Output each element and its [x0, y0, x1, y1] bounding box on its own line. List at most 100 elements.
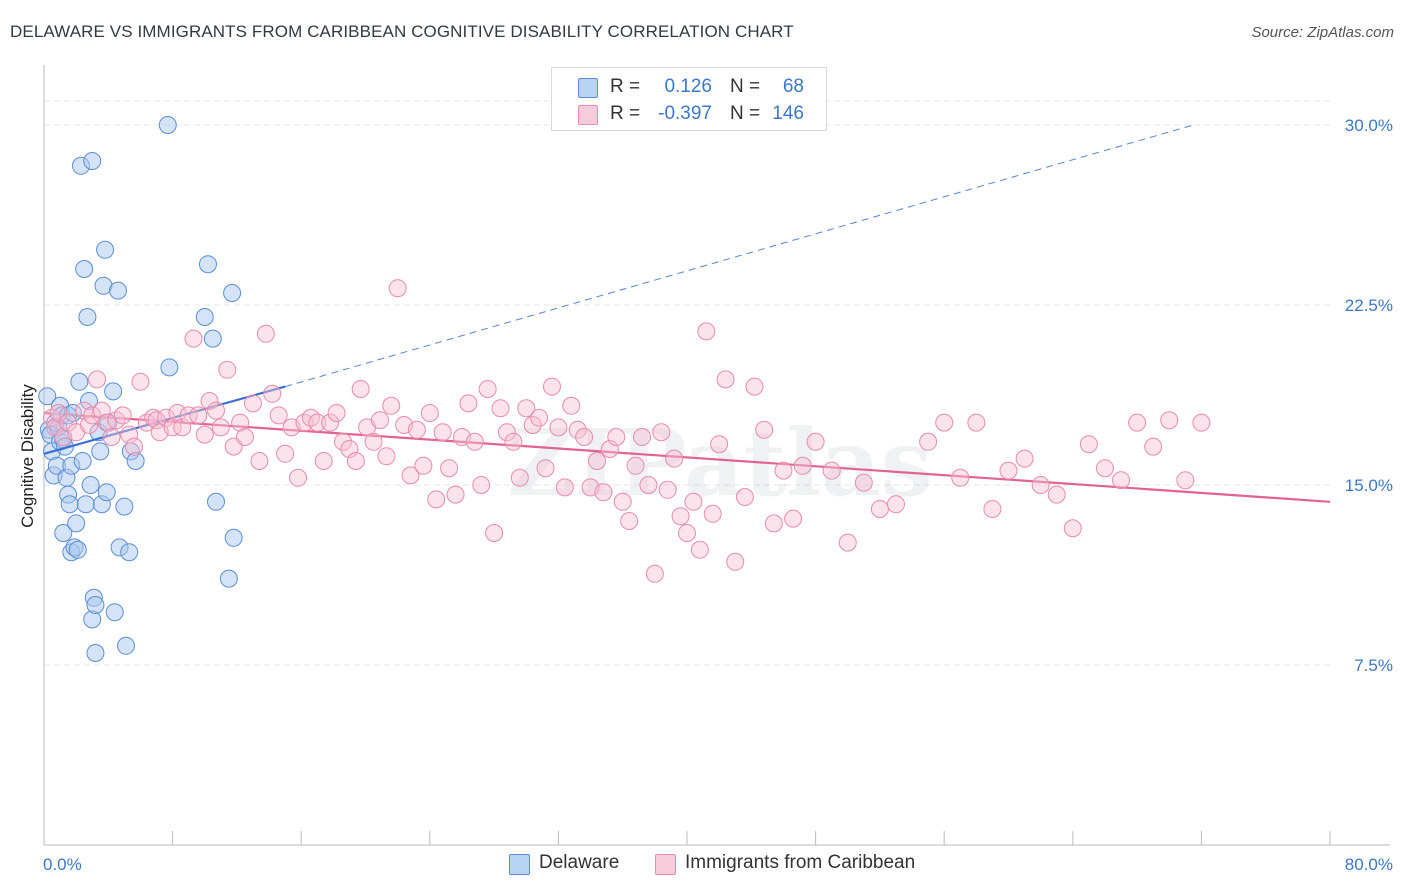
caribbean-point — [401, 466, 420, 485]
caribbean-point — [1192, 413, 1211, 432]
delaware-point — [86, 644, 105, 662]
y-axis-label: Cognitive Disability — [18, 384, 37, 528]
legend-label: Immigrants from Caribbean — [685, 852, 916, 873]
delaware-point — [63, 404, 82, 422]
caribbean-point — [1128, 413, 1147, 432]
caribbean-point — [562, 396, 581, 415]
caribbean-point — [382, 396, 401, 415]
delaware-point — [96, 240, 115, 259]
caribbean-point — [639, 476, 658, 494]
caribbean-point — [102, 428, 121, 446]
caribbean-point — [250, 452, 269, 470]
caribbean-point — [125, 437, 144, 456]
caribbean-point — [983, 500, 1002, 518]
delaware-point — [126, 452, 145, 470]
caribbean-point — [308, 413, 327, 432]
caribbean-point — [645, 564, 664, 583]
delaware-point — [198, 255, 217, 274]
caribbean-point — [184, 329, 203, 348]
caribbean-point — [407, 420, 426, 439]
caribbean-point — [1063, 519, 1082, 538]
caribbean-point — [168, 404, 187, 422]
y-tick-labels: 7.5% 15.0% 22.5% 30.0% — [1345, 116, 1393, 675]
caribbean-point — [491, 399, 510, 418]
caribbean-point — [886, 495, 905, 514]
caribbean-point — [726, 552, 745, 571]
legend-row-delaware: R = 0.126 N = 68 — [552, 74, 826, 100]
caribbean-point — [459, 394, 478, 413]
caribbean-point — [88, 370, 107, 389]
caribbean-point — [92, 401, 111, 420]
caribbean-point — [652, 423, 671, 442]
delaware-point — [38, 387, 57, 406]
caribbean-point — [784, 509, 803, 528]
legend-label: Delaware — [539, 852, 620, 873]
x-tick-label: 0.0% — [43, 855, 82, 874]
caribbean-point — [710, 435, 729, 454]
delaware-point — [67, 514, 86, 533]
caribbean-point — [1079, 435, 1098, 454]
delaware-point — [195, 308, 214, 326]
legend-item-caribbean[interactable]: Immigrants from Caribbean — [655, 851, 945, 877]
delaware-point — [81, 476, 100, 494]
caribbean-point — [1015, 449, 1034, 468]
caribbean-point — [207, 401, 226, 420]
caribbean-point — [542, 377, 561, 396]
legend-item-delaware[interactable]: Delaware — [509, 851, 639, 877]
n-value: 146 — [772, 103, 804, 124]
delaware-point — [223, 284, 242, 302]
caribbean-point — [414, 456, 433, 475]
delaware-trend-extension — [284, 124, 1194, 388]
caribbean-point — [745, 377, 764, 396]
n-value: 68 — [782, 76, 804, 97]
caribbean-point — [774, 461, 793, 480]
caribbean-point — [665, 449, 684, 468]
caribbean-point — [626, 456, 645, 475]
caribbean-point — [346, 452, 365, 470]
caribbean-point — [678, 524, 696, 542]
delaware-swatch — [578, 78, 598, 98]
delaware-point — [91, 442, 110, 461]
caribbean-point — [427, 490, 446, 509]
caribbean-point — [80, 416, 99, 434]
delaware-swatch — [509, 854, 530, 875]
caribbean-point — [620, 512, 639, 530]
y-tick-label: 15.0% — [1345, 476, 1393, 495]
caribbean-point — [472, 476, 491, 494]
caribbean-point — [967, 413, 986, 432]
caribbean-point — [735, 488, 754, 506]
caribbean-point — [854, 473, 873, 492]
caribbean-point — [671, 507, 690, 526]
caribbean-point — [594, 483, 613, 502]
delaware-point — [80, 392, 99, 410]
delaware-point — [54, 524, 73, 542]
delaware-point — [68, 540, 87, 559]
caribbean-point — [1031, 476, 1050, 494]
caribbean-point — [377, 447, 396, 466]
caribbean-point — [999, 461, 1018, 480]
x-tick-label: 80.0% — [1345, 855, 1393, 874]
caribbean-point — [120, 425, 139, 444]
delaware-point — [116, 636, 135, 655]
caribbean-point — [764, 514, 783, 533]
caribbean-point — [793, 456, 812, 475]
r-label: R = — [610, 103, 641, 124]
caribbean-point — [465, 432, 484, 451]
caribbean-point — [1047, 485, 1066, 504]
n-label: N = — [730, 103, 761, 124]
delaware-point — [104, 382, 123, 401]
caribbean-point — [388, 279, 407, 298]
delaware-point — [108, 281, 127, 300]
caribbean-point — [113, 406, 132, 425]
caribbean-point — [575, 428, 594, 446]
caribbean-point — [195, 425, 214, 444]
caribbean-point — [822, 461, 841, 480]
caribbean-point — [1176, 471, 1195, 490]
delaware-point — [219, 569, 238, 588]
delaware-point — [207, 492, 226, 511]
delaware-point — [75, 260, 94, 278]
caribbean-point — [49, 404, 68, 422]
caribbean-point — [189, 406, 208, 425]
caribbean-point — [131, 372, 150, 391]
caribbean-point — [243, 394, 262, 413]
